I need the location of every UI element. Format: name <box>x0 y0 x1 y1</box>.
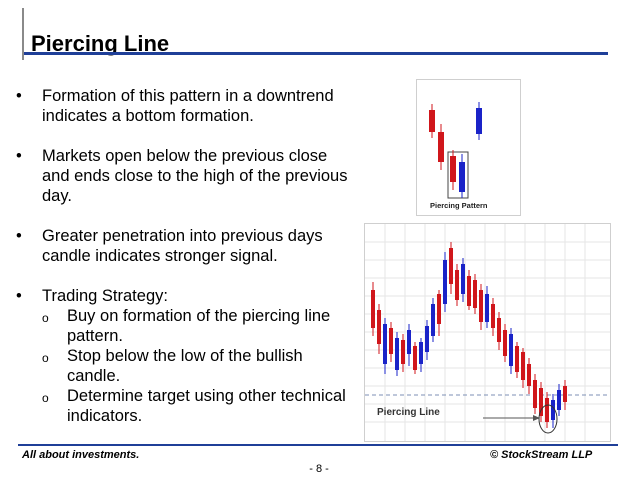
bear-candle <box>401 340 405 364</box>
pattern-highlight-ellipse <box>538 404 558 434</box>
bear-candle <box>515 346 519 372</box>
pattern-highlight-box <box>447 151 469 199</box>
bull-candle <box>551 400 555 420</box>
bear-candle <box>429 110 435 132</box>
bull-candle <box>461 264 465 294</box>
bear-candle <box>449 248 453 284</box>
bear-candle <box>521 352 525 380</box>
bull-candle <box>431 304 435 336</box>
bull-candle <box>443 260 447 304</box>
bullet-text: Trading Strategy: <box>42 287 168 305</box>
footer-copyright: © StockStream LLP <box>490 449 593 461</box>
sub-bullet-text: Stop below the low of the bullish candle… <box>67 347 303 385</box>
title-left-bar <box>22 8 24 60</box>
bear-candle <box>437 294 441 324</box>
bear-candle <box>371 290 375 328</box>
sub-bullet-text: Buy on formation of the piercing line pa… <box>67 307 331 345</box>
chart-annotation: Piercing Line <box>377 407 440 418</box>
bullet-text: Markets open below the previous close an… <box>42 147 348 205</box>
bear-candle <box>377 310 381 344</box>
sub-bullet-item: o Buy on formation of the piercing line … <box>14 306 350 346</box>
bullet-dot: • <box>16 227 22 245</box>
bear-candle <box>455 270 459 300</box>
bull-candle <box>459 162 465 192</box>
sub-bullet-item: o Determine target using other technical… <box>14 386 350 426</box>
bullet-item: • Greater penetration into previous days… <box>14 226 350 266</box>
bear-candle <box>503 330 507 356</box>
bull-candle <box>425 326 429 352</box>
bull-candle <box>383 324 387 364</box>
bull-candle <box>476 108 482 134</box>
sub-bullet-item: o Stop below the low of the bullish cand… <box>14 346 350 386</box>
bull-candle <box>407 330 411 354</box>
bullet-dot: • <box>16 287 22 305</box>
bear-candle <box>527 364 531 386</box>
footer-tagline: All about investments. <box>22 449 140 461</box>
sub-bullet-text: Determine target using other technical i… <box>67 387 346 425</box>
bullet-item: • Formation of this pattern in a downtre… <box>14 86 350 126</box>
bear-candle <box>450 156 456 182</box>
annotation-arrowhead <box>533 415 540 421</box>
bear-candle <box>438 132 444 162</box>
bear-candle <box>467 276 471 306</box>
footer-rule <box>18 444 618 446</box>
bull-candle <box>557 390 561 410</box>
piercing-line-chart: Piercing Line <box>364 223 611 442</box>
bullet-list: • Formation of this pattern in a downtre… <box>14 86 350 426</box>
bullet-item: • Trading Strategy: <box>14 286 350 306</box>
bull-candle <box>485 294 489 322</box>
bear-candle <box>545 398 549 422</box>
bear-candle <box>473 280 477 308</box>
bear-candle <box>533 380 537 408</box>
bear-candle <box>497 318 501 342</box>
bull-candle <box>419 342 423 364</box>
sub-bullet-marker: o <box>42 391 49 405</box>
bear-candle <box>491 304 495 328</box>
title-underline <box>24 52 608 55</box>
bullet-dot: • <box>16 147 22 165</box>
bull-candle <box>509 334 513 366</box>
sub-bullet-marker: o <box>42 311 49 325</box>
bullet-text: Greater penetration into previous days c… <box>42 227 323 265</box>
bullet-dot: • <box>16 87 22 105</box>
bear-candle <box>479 290 483 322</box>
piercing-line-chart-svg: Piercing Line <box>365 224 610 441</box>
page-number: - 8 - <box>309 463 329 475</box>
bullet-item: • Markets open below the previous close … <box>14 146 350 206</box>
bullet-text: Formation of this pattern in a downtrend… <box>42 87 334 125</box>
slide-title: Piercing Line <box>31 31 170 56</box>
piercing-pattern-figure: Piercing Pattern <box>416 79 521 216</box>
bear-candle <box>563 386 567 402</box>
candles-group <box>371 242 567 428</box>
sub-bullet-marker: o <box>42 351 49 365</box>
figure-caption: Piercing Pattern <box>430 201 488 210</box>
piercing-pattern-illustration: Piercing Pattern <box>429 102 488 210</box>
bull-candle <box>395 338 399 370</box>
bear-candle <box>539 388 543 416</box>
bear-candle <box>389 328 393 354</box>
bear-candle <box>413 346 417 370</box>
